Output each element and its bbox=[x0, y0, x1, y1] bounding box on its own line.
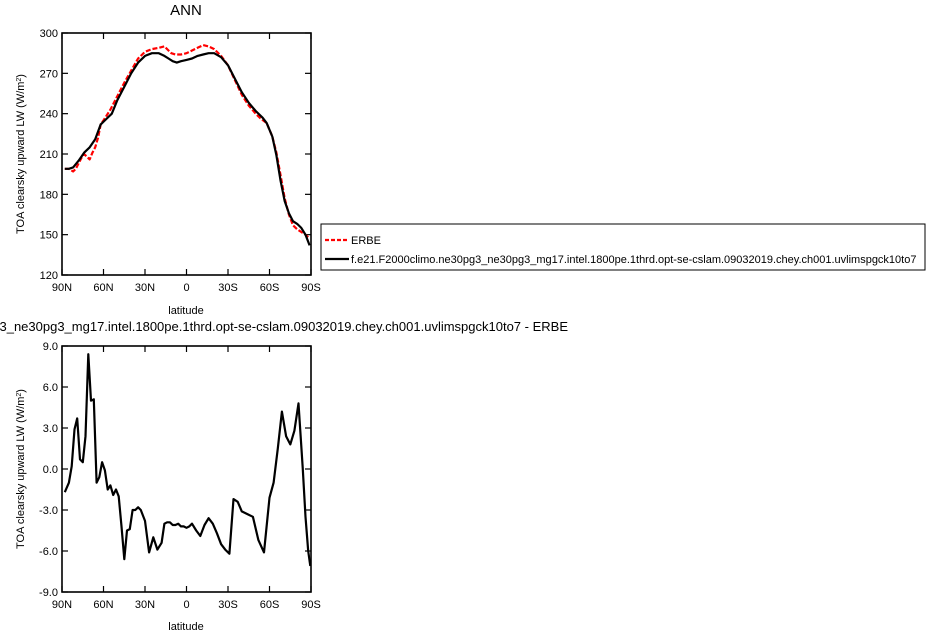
bottom-y-tick-label: -9.0 bbox=[39, 587, 58, 599]
bottom-y-tick-label: -3.0 bbox=[39, 505, 58, 517]
top-y-tick-label: 210 bbox=[40, 149, 58, 161]
bottom-y-tick-label: 0.0 bbox=[43, 464, 58, 476]
bottom-y-tick-label: 3.0 bbox=[43, 423, 58, 435]
bottom-x-tick-label: 30N bbox=[135, 599, 155, 611]
top-x-axis-label: latitude bbox=[168, 305, 203, 317]
top-x-tick-label: 90S bbox=[301, 282, 321, 294]
top-y-tick-label: 180 bbox=[40, 189, 58, 201]
top-x-tick-label: 60S bbox=[260, 282, 280, 294]
bottom-x-axis-label: latitude bbox=[168, 621, 203, 633]
bottom-panel: f.e21.F2000climo.ne30pg3_ne30pg3_mg17.in… bbox=[0, 319, 568, 633]
top-x-tick-label: 60N bbox=[93, 282, 113, 294]
top-x-tick-label: 30S bbox=[218, 282, 238, 294]
legend-label-erbe: ERBE bbox=[351, 235, 381, 247]
top-x-tick-label: 90N bbox=[52, 282, 72, 294]
top-y-label-end: ) bbox=[15, 74, 27, 78]
top-panel-title: ANN bbox=[170, 2, 202, 19]
bottom-ticks: 90N 60N 30N 0 30S 60S 90S -9.0 -6.0 -3.0 0.0 3.0 6.0… bbox=[39, 341, 321, 611]
top-y-label-sup: 2 bbox=[16, 78, 23, 82]
top-y-tick-label: 240 bbox=[40, 109, 58, 121]
legend-label-model: f.e21.F2000climo.ne30pg3_ne30pg3_mg17.in… bbox=[351, 254, 916, 266]
top-series-line-1 bbox=[64, 52, 311, 246]
bottom-series-line-0 bbox=[63, 353, 312, 567]
top-y-tick-label: 120 bbox=[40, 270, 58, 282]
top-x-tick-label: 0 bbox=[183, 282, 189, 294]
top-y-label-main: TOA clearsky upward LW (W/m bbox=[15, 82, 27, 234]
bottom-y-tick-label: -6.0 bbox=[39, 546, 58, 558]
bottom-y-tick-label: 9.0 bbox=[43, 341, 58, 353]
top-y-axis-label: TOA clearsky upward LW (W/m2) bbox=[15, 74, 27, 234]
bottom-y-tick-label: 6.0 bbox=[43, 382, 58, 394]
top-ticks: 90N 60N 30N 0 30S 60S 90S 120 150 180 210 240 270 300 bbox=[40, 28, 321, 294]
bottom-x-tick-label: 90S bbox=[301, 599, 321, 611]
top-y-tick-label: 150 bbox=[40, 230, 58, 242]
legend: ERBE f.e21.F2000climo.ne30pg3_ne30pg3_mg… bbox=[320, 223, 926, 271]
bottom-x-tick-label: 0 bbox=[183, 599, 189, 611]
bottom-series bbox=[63, 353, 312, 567]
top-plot-frame bbox=[61, 32, 312, 276]
top-panel: ANN 90N 60N 30N 0 30S 60S 90S 120 150 180 210 240 27… bbox=[15, 2, 321, 317]
top-x-tick-label: 30N bbox=[135, 282, 155, 294]
bottom-y-label-main: TOA clearsky upward LW (W/m bbox=[15, 397, 27, 549]
bottom-x-tick-label: 60N bbox=[93, 599, 113, 611]
bottom-x-tick-label: 30S bbox=[218, 599, 238, 611]
legend-box bbox=[320, 223, 926, 271]
bottom-y-label-sup: 2 bbox=[16, 393, 23, 397]
bottom-plot-frame bbox=[61, 345, 312, 593]
bottom-panel-title: f.e21.F2000climo.ne30pg3_ne30pg3_mg17.in… bbox=[0, 319, 568, 334]
bottom-y-axis-label: TOA clearsky upward LW (W/m2) bbox=[15, 389, 27, 549]
bottom-x-tick-label: 60S bbox=[260, 599, 280, 611]
top-y-tick-label: 270 bbox=[40, 68, 58, 80]
top-y-tick-label: 300 bbox=[40, 28, 58, 40]
bottom-y-label-end: ) bbox=[15, 389, 27, 393]
bottom-x-tick-label: 90N bbox=[52, 599, 72, 611]
top-series bbox=[64, 43, 311, 246]
